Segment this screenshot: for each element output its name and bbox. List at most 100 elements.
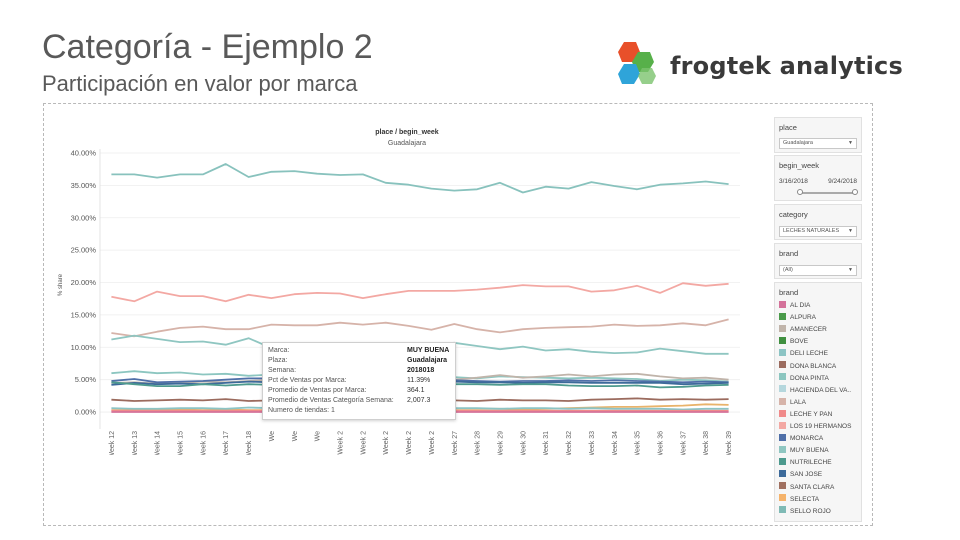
x-tick-label: Week 14 [155,431,162,455]
legend-label: LALA [790,398,806,406]
place-dropdown[interactable]: Guadalajara ▼ [779,138,857,149]
legend-swatch [779,421,786,429]
x-tick-label: Week 34 [612,431,619,455]
x-tick-label: Week 16 [200,431,207,455]
tooltip-value: 364.1 [407,387,425,394]
legend-label: MONARCA [790,435,824,443]
category-filter: category LECHES NATURALES ▼ [774,204,862,240]
legend-item[interactable]: SELLO ROJO [779,506,831,519]
legend-item[interactable]: LOS 19 HERMANOS [779,421,851,434]
y-tick-label: 25.00% [71,246,97,255]
x-tick-label: Week 15 [178,431,185,455]
legend-swatch [779,445,786,453]
chart-title: place / begin_week [375,129,439,136]
legend-label: SELLO ROJO [790,507,831,515]
legend-swatch [779,409,786,417]
legend-item[interactable]: MUY BUENA [779,445,829,458]
legend-swatch [779,458,786,466]
tooltip-label: Promedio de Ventas Categoría Semana: [268,397,394,404]
tooltip-value: 2,007.3 [407,397,431,404]
tooltip-label: Pct de Ventas por Marca: [268,377,347,384]
begin-week-start: 3/16/2018 [779,178,808,185]
x-tick-label: Week 35 [635,431,642,455]
slide-subtitle: Participación en valor por marca [42,71,358,96]
legend-label: AL DIA [790,302,811,309]
legend-swatch [779,433,786,441]
brand-filter-label: brand [779,249,799,258]
begin-week-filter: begin_week 3/16/2018 9/24/2018 [774,155,862,201]
legend-item[interactable]: DONA PINTA [779,373,829,386]
x-tick-label: Week 2 [338,431,345,455]
legend-label: ALPURA [790,314,817,322]
legend-item[interactable]: ALPURA [779,312,817,325]
legend-swatch [779,397,786,405]
tooltip-label: Promedio de Ventas por Marca: [268,387,367,394]
x-tick-label: Week 31 [543,431,550,455]
brand-dropdown[interactable]: (All) ▼ [779,265,857,276]
legend-item[interactable]: SAN JOSE [779,470,822,482]
legend-item[interactable]: BOVE [779,337,808,349]
legend-label: DELI LECHE [790,350,828,358]
x-tick-label: Week 2 [360,431,367,455]
x-tick-label: Week 2 [406,431,413,455]
legend-item[interactable]: NUTRILECHE [779,458,832,470]
legend-item[interactable]: LALA [779,397,806,410]
series-line-los-19-hermanos[interactable] [111,282,729,303]
legend-title: brand [779,288,799,297]
legend-label: SAN JOSE [790,471,823,479]
category-filter-label: category [779,210,808,219]
x-tick-label: Week 36 [658,431,665,455]
chevron-down-icon: ▼ [848,267,853,273]
place-filter-label: place [779,123,797,132]
series-line-lala[interactable] [111,318,729,338]
brand-filter: brand (All) ▼ [774,243,862,279]
legend-label: SANTA CLARA [790,483,835,491]
week-range-slider[interactable] [799,192,855,194]
x-tick-label: Week 30 [520,431,527,455]
slider-handle-start[interactable] [797,189,803,195]
legend-label: NUTRILECHE [790,459,832,467]
y-tick-label: 0.00% [75,408,97,417]
tooltip-value: 11.39% [407,377,431,384]
x-tick-label: Week 27 [452,431,459,455]
category-dropdown[interactable]: LECHES NATURALES ▼ [779,226,857,237]
chevron-down-icon: ▼ [848,140,853,146]
legend-swatch [779,373,786,381]
legend-swatch [779,385,786,393]
legend-label: LECHE Y PAN [790,410,833,418]
tooltip-label: Numero de tiendas: 1 [268,407,335,414]
legend-item[interactable]: MONARCA [779,433,824,446]
tooltip-value: Guadalajara [407,357,448,364]
legend-item[interactable]: DONA BLANCA [779,361,836,374]
legend-item[interactable]: AMANECER [779,324,827,337]
brand-dropdown-value: (All) [783,267,793,273]
logo-cubes-icon [618,42,656,84]
logo-text: frogtek analytics [670,52,903,80]
y-tick-label: 40.00% [71,149,97,158]
x-tick-label: Week 2 [383,431,390,455]
y-tick-label: 30.00% [71,213,97,222]
tooltip-label: Semana: [268,367,297,374]
legend-item[interactable]: LECHE Y PAN [779,409,833,422]
tooltip-label: Plaza: [268,357,288,364]
x-tick-label: Week 17 [223,431,230,455]
x-tick-label: Week 18 [246,431,253,455]
x-tick-label: We [269,431,276,441]
x-tick-label: Week 37 [680,431,687,455]
slider-handle-end[interactable] [852,189,858,195]
legend-item[interactable]: SANTA CLARA [779,482,835,495]
series-line-sello-rojo[interactable] [111,163,729,194]
x-tick-label: Week 13 [132,431,139,455]
legend-item[interactable]: DELI LECHE [779,349,828,361]
legend-swatch [779,300,786,308]
legend-item[interactable]: SELECTA [779,494,819,507]
legend-label: MUY BUENA [790,447,829,455]
begin-week-end: 9/24/2018 [828,178,857,185]
legend-item[interactable]: HACIENDA DEL VA.. [779,385,852,398]
legend-item[interactable]: AL DIA [779,300,811,313]
legend-label: HACIENDA DEL VA.. [790,386,852,394]
legend-label: AMANECER [790,326,827,334]
brand-legend: brand AL DIA ALPURA AMANECER BOVE DELI LECHE… [774,282,862,522]
y-tick-label: 10.00% [71,343,97,352]
frogtek-logo [618,42,656,84]
